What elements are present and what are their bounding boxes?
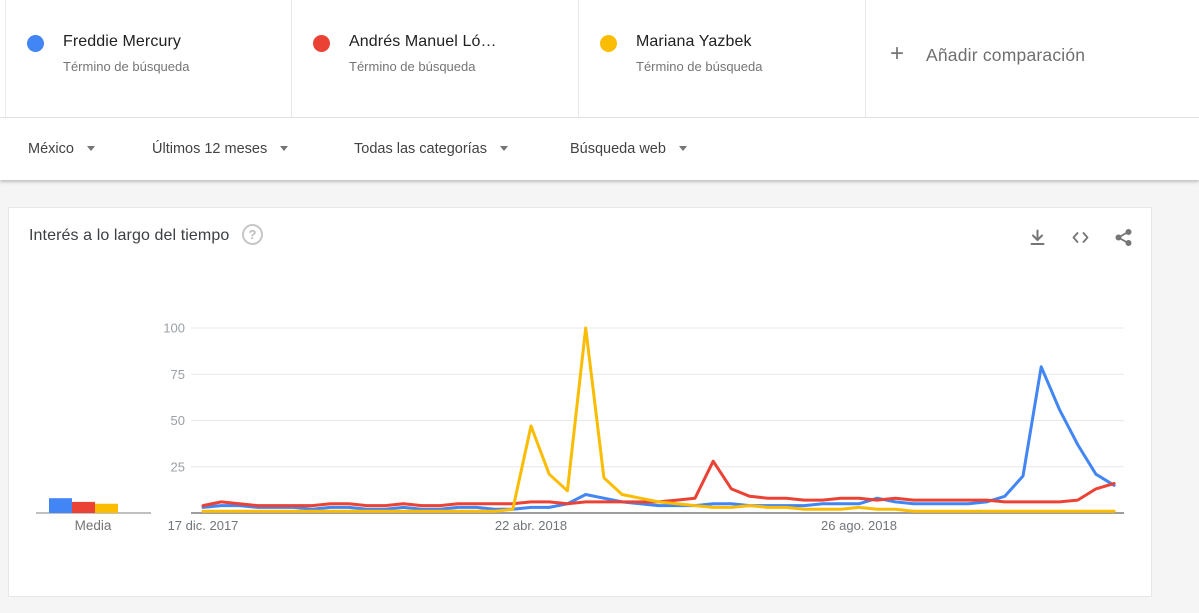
series-color-dot-yellow xyxy=(600,35,617,52)
x-axis-label: 26 ago. 2018 xyxy=(821,518,897,533)
term-type-label: Término de búsqueda xyxy=(636,59,763,74)
y-axis-label: 100 xyxy=(163,321,185,336)
filter-searchtype-dropdown[interactable]: Búsqueda web xyxy=(570,141,687,157)
term-label: Mariana Yazbek xyxy=(636,33,752,50)
term-card-andres-manuel[interactable]: Andrés Manuel Ló… Término de búsqueda xyxy=(292,0,579,117)
y-axis-label: 25 xyxy=(171,459,185,474)
y-axis-label: 75 xyxy=(171,367,185,382)
chevron-down-icon xyxy=(280,146,289,152)
filter-searchtype-label: Búsqueda web xyxy=(570,141,666,157)
filter-category-dropdown[interactable]: Todas las categorías xyxy=(354,141,508,157)
media-bar-2[interactable] xyxy=(95,503,118,513)
help-icon[interactable]: ? xyxy=(242,224,263,245)
trend-line-1[interactable] xyxy=(201,459,1116,508)
chart-actions xyxy=(1028,228,1133,247)
plus-icon: + xyxy=(890,40,905,67)
term-card-freddie-mercury[interactable]: Freddie Mercury Término de búsqueda xyxy=(5,0,292,117)
filter-region-dropdown[interactable]: México xyxy=(28,141,95,157)
share-icon[interactable] xyxy=(1114,228,1133,247)
chevron-down-icon xyxy=(678,146,687,152)
term-type-label: Término de búsqueda xyxy=(349,59,476,74)
download-icon[interactable] xyxy=(1028,228,1047,247)
media-label: Media xyxy=(75,518,112,533)
term-card-mariana-yazbek[interactable]: Mariana Yazbek Término de búsqueda xyxy=(579,0,866,117)
interest-over-time-chart[interactable]: 100 75 50 25 17 dic. 2017 22 abr. 2018 26 ago.… xyxy=(9,308,1153,548)
media-bar-0[interactable] xyxy=(49,498,72,513)
add-comparison-label: Añadir comparación xyxy=(926,45,1086,65)
x-axis-label: 17 dic. 2017 xyxy=(168,518,239,533)
filter-category-label: Todas las categorías xyxy=(354,141,487,157)
add-comparison-button[interactable]: + Añadir comparación xyxy=(866,0,1153,117)
series-color-dot-red xyxy=(313,35,330,52)
term-label: Andrés Manuel Ló… xyxy=(349,33,497,50)
filter-bar: México Últimos 12 meses Todas las catego… xyxy=(0,118,1199,180)
series-color-dot-blue xyxy=(27,35,44,52)
embed-icon[interactable] xyxy=(1071,228,1090,247)
x-axis-label: 22 abr. 2018 xyxy=(495,518,567,533)
trend-line-2[interactable] xyxy=(201,326,1116,513)
filter-timerange-label: Últimos 12 meses xyxy=(152,141,268,157)
media-bar-1[interactable] xyxy=(72,501,95,513)
term-label: Freddie Mercury xyxy=(63,33,181,50)
filter-region-label: México xyxy=(28,141,74,157)
trend-line-0[interactable] xyxy=(201,365,1116,511)
filter-timerange-dropdown[interactable]: Últimos 12 meses xyxy=(152,141,289,157)
interest-over-time-card: Interés a lo largo del tiempo ? xyxy=(8,207,1152,597)
chart-title: Interés a lo largo del tiempo xyxy=(29,227,230,244)
term-type-label: Término de búsqueda xyxy=(63,59,190,74)
chevron-down-icon xyxy=(86,146,95,152)
y-axis-label: 50 xyxy=(171,413,185,428)
chevron-down-icon xyxy=(500,146,508,152)
comparison-cards-row: Freddie Mercury Término de búsqueda Andr… xyxy=(0,0,1199,118)
